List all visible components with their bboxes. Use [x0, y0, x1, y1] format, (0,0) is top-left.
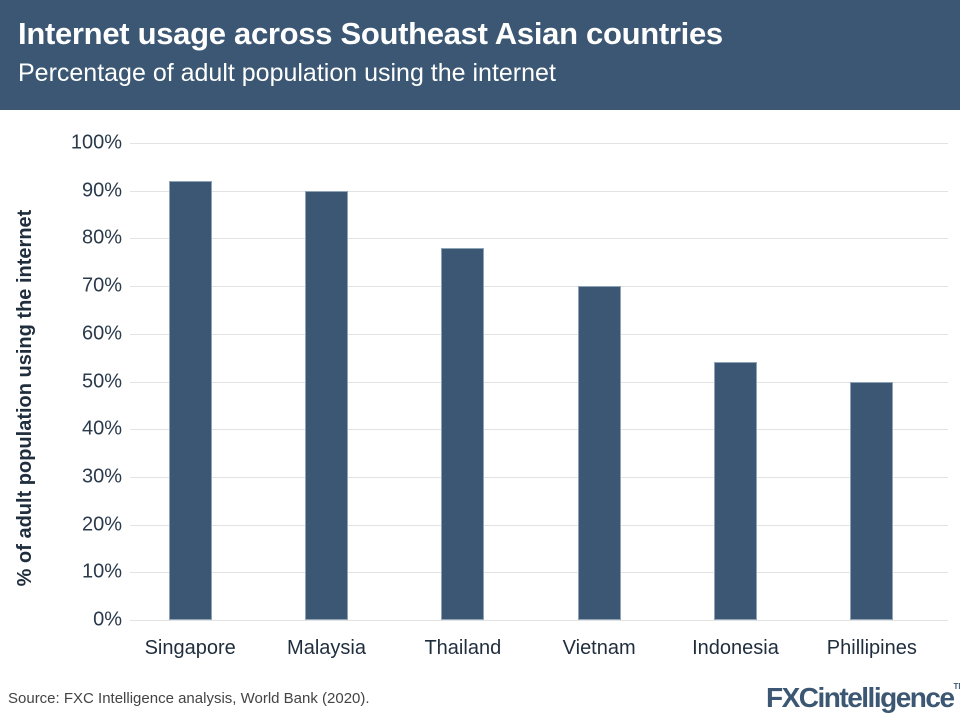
x-tick-label: Malaysia — [287, 637, 366, 659]
gridline — [130, 381, 948, 383]
chart-header: Internet usage across Southeast Asian co… — [0, 0, 960, 110]
source-note: Source: FXC Intelligence analysis, World… — [8, 690, 370, 707]
gridline — [130, 143, 948, 144]
y-tick-label: 10% — [81, 560, 122, 583]
bar-thailand — [441, 247, 485, 620]
bar-phillipines — [850, 381, 894, 620]
y-tick-label: 60% — [81, 322, 122, 345]
plot-area: 0% 10% 20% 30% 40% 50% 60% 70% 80% 90% 100% — [71, 132, 948, 631]
gridline — [130, 429, 948, 431]
bar-singapore — [168, 181, 212, 620]
fxc-intelligence-logo: FXCintelligenceTM — [766, 682, 960, 714]
x-tick-label: Indonesia — [692, 637, 779, 659]
gridline — [130, 190, 948, 192]
chart-subtitle: Percentage of adult population using the… — [18, 59, 556, 87]
bar-vietnam — [577, 286, 621, 620]
logo-trademark: TM — [953, 682, 960, 691]
x-tick-label: Thailand — [424, 637, 502, 659]
y-tick-label: 30% — [81, 465, 122, 488]
x-tick-label: Singapore — [144, 637, 236, 659]
bar-malaysia — [305, 190, 348, 620]
y-tick-label: 100% — [70, 131, 122, 154]
y-tick-label: 0% — [93, 608, 122, 631]
y-tick-label: 80% — [81, 226, 122, 249]
gridline — [130, 524, 948, 526]
gridline — [130, 333, 948, 335]
gridline — [130, 572, 948, 574]
gridline — [130, 620, 948, 621]
y-tick-label: 90% — [81, 179, 122, 202]
y-tick-label: 50% — [81, 370, 122, 392]
logo-fxc: FXC — [766, 682, 819, 713]
y-tick-label: 40% — [81, 417, 122, 440]
y-tick-label: 20% — [81, 513, 122, 536]
gridline — [130, 238, 948, 240]
logo-intelligence: intelligence — [817, 682, 956, 713]
gridline — [130, 476, 948, 478]
chart-title: Internet usage across Southeast Asian co… — [18, 16, 723, 51]
gridline — [130, 286, 948, 288]
bar-indonesia — [714, 362, 757, 620]
x-tick-label: Vietnam — [562, 637, 636, 659]
y-tick-label: 70% — [81, 274, 122, 297]
x-tick-label: Phillipines — [826, 637, 917, 659]
